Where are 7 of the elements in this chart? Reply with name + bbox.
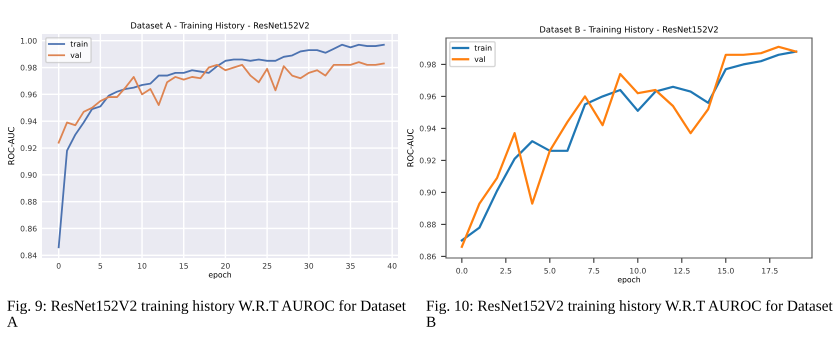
chart-title: Dataset A - Training History - ResNet152V2 <box>131 22 309 30</box>
chart-title: Dataset B - Training History - ResNet152V2 <box>540 26 718 34</box>
line-series <box>58 61 385 144</box>
y-axis-title: ROC-AUC <box>8 127 14 164</box>
y-axis-title: ROC-AUC <box>407 129 414 166</box>
caption: Fig. 9: ResNet152V2 training history W.R.T AUROC for Dataset A <box>7 300 406 327</box>
caption: Fig. 10: ResNet152V2 training history W.R.T AUROC for Dataset B <box>426 300 833 327</box>
